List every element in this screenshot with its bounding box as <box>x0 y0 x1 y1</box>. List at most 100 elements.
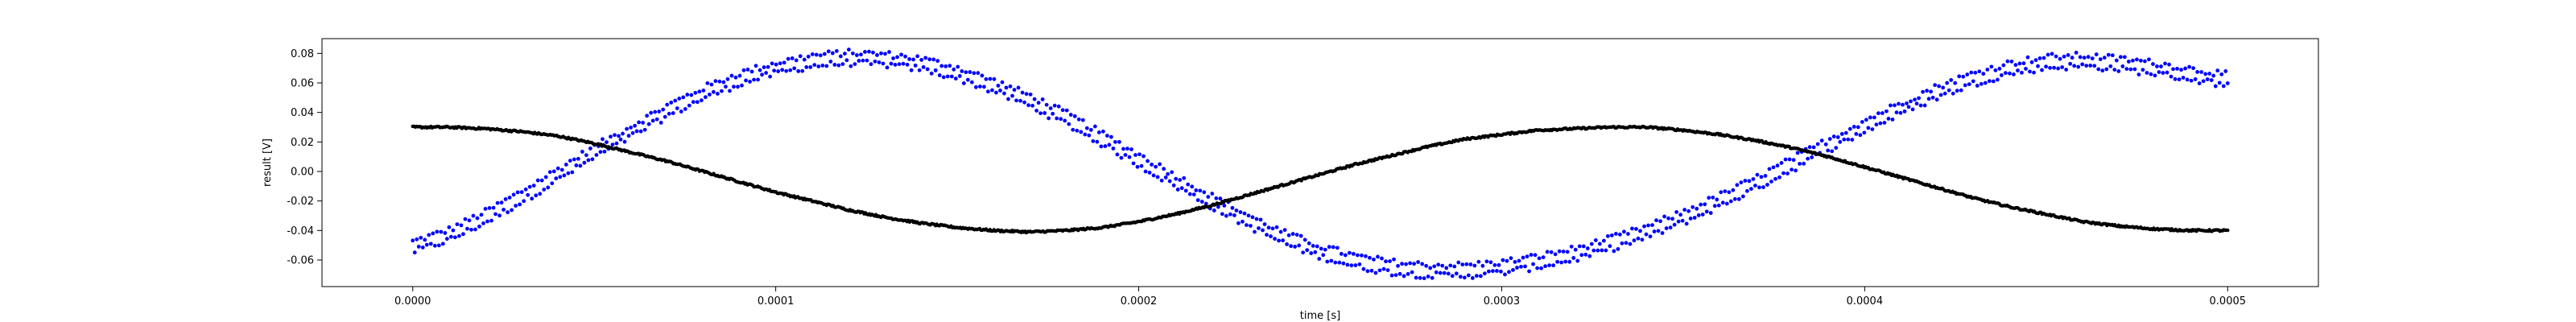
data-point <box>1969 70 1974 75</box>
data-point <box>1135 164 1140 169</box>
data-point <box>1798 162 1802 166</box>
data-point <box>1541 255 1546 259</box>
data-point <box>2122 55 2127 60</box>
data-point <box>1195 198 1200 203</box>
data-point <box>1620 241 1624 246</box>
data-point <box>1294 233 1299 237</box>
data-point <box>547 170 552 175</box>
data-point <box>1583 252 1588 257</box>
data-point <box>2080 62 2085 67</box>
data-point <box>2211 73 2216 78</box>
data-point <box>1933 83 1938 88</box>
data-point <box>1527 269 1531 274</box>
data-point <box>1048 106 1053 110</box>
data-point <box>634 129 639 134</box>
data-point <box>1955 89 1959 93</box>
data-point <box>720 89 724 93</box>
data-point <box>1186 182 1191 187</box>
data-point <box>1656 229 1661 233</box>
data-point <box>584 153 588 158</box>
data-point <box>2094 52 2099 56</box>
data-point <box>705 80 710 85</box>
data-point <box>1067 122 1071 126</box>
data-point <box>457 233 461 238</box>
data-point <box>1167 179 1172 184</box>
data-point <box>2207 72 2212 76</box>
data-point <box>1266 225 1271 230</box>
data-point <box>1997 66 2002 71</box>
data-point <box>590 157 595 162</box>
data-point <box>721 80 726 85</box>
data-point <box>1297 243 1302 248</box>
data-point <box>1973 70 1978 75</box>
data-point <box>1293 245 1298 249</box>
data-point <box>1666 216 1671 221</box>
data-point <box>497 213 502 218</box>
data-point <box>1384 259 1388 264</box>
data-point <box>816 64 821 68</box>
data-point <box>784 68 789 73</box>
data-point <box>1302 237 1307 242</box>
data-point <box>1597 242 1602 246</box>
data-point <box>2116 69 2121 73</box>
data-point <box>1763 174 1768 178</box>
data-point <box>964 70 968 75</box>
data-point <box>2169 74 2174 79</box>
data-point <box>568 159 572 163</box>
data-point <box>2226 228 2230 233</box>
data-point <box>1327 245 1331 250</box>
data-point <box>1250 215 1255 220</box>
data-point <box>1426 275 1430 279</box>
data-point <box>1913 97 1917 102</box>
y-tick-label: -0.06 <box>287 255 314 267</box>
data-point <box>1777 175 1781 180</box>
x-ticks: 0.0000 0.0001 0.0002 0.0003 0.0004 0.0005 <box>394 287 2246 308</box>
data-point <box>1507 270 1511 275</box>
data-point <box>622 139 627 144</box>
data-point <box>675 106 679 110</box>
data-point <box>654 117 659 122</box>
data-point <box>1051 111 1055 116</box>
data-point <box>1791 158 1796 163</box>
data-point <box>2183 66 2188 71</box>
data-point <box>2044 64 2048 69</box>
data-point <box>1712 204 1717 208</box>
data-point <box>1353 263 1358 267</box>
data-point <box>716 92 720 96</box>
data-point <box>687 103 691 108</box>
data-point <box>1491 269 1495 274</box>
data-point <box>1967 82 1971 87</box>
data-point <box>1351 251 1356 256</box>
data-point <box>506 210 510 215</box>
data-point <box>1529 253 1534 257</box>
data-point <box>701 89 706 93</box>
data-point <box>1246 213 1251 218</box>
data-point <box>903 54 908 59</box>
data-point <box>1329 258 1334 263</box>
data-point <box>2046 52 2050 57</box>
data-point <box>1876 111 1880 116</box>
data-point <box>1064 108 1069 113</box>
data-point <box>1678 213 1683 217</box>
data-point <box>1909 99 1913 104</box>
data-point <box>1561 250 1566 254</box>
data-point <box>2143 59 2147 64</box>
data-point <box>1444 266 1449 270</box>
data-point <box>2145 71 2149 75</box>
data-point <box>1951 91 1955 96</box>
data-point <box>1654 218 1658 223</box>
data-point <box>463 217 468 221</box>
data-point <box>2124 67 2129 71</box>
data-point <box>2157 70 2161 74</box>
data-point <box>1652 229 1657 233</box>
data-point <box>953 76 958 80</box>
data-point <box>917 68 922 72</box>
data-point <box>988 76 993 81</box>
data-point <box>1914 101 1919 106</box>
data-point <box>443 231 448 235</box>
data-point <box>1323 247 1327 252</box>
data-point <box>1622 229 1626 234</box>
data-point <box>909 68 914 72</box>
y-axis-label: result [V] <box>262 138 274 187</box>
data-point <box>786 56 791 61</box>
